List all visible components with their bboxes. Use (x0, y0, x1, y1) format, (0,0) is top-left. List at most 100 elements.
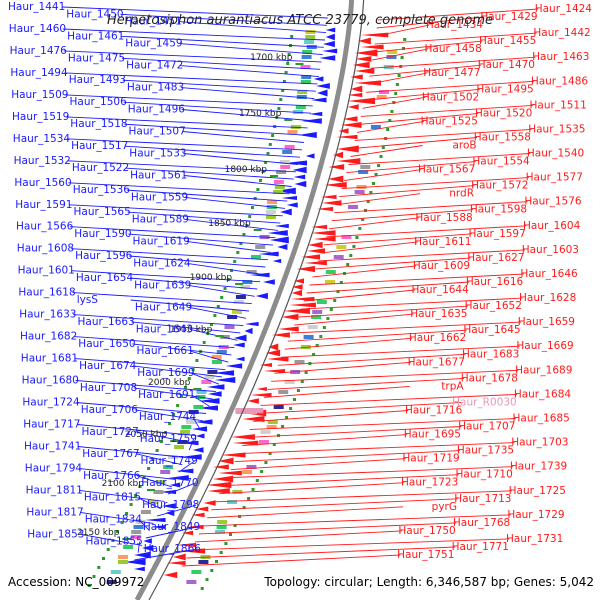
right-gene-label[interactable]: Haur_1520 (475, 107, 532, 119)
left-gene-label[interactable]: Haur_1533 (129, 148, 186, 160)
reverse-gene-arrow[interactable] (321, 200, 342, 206)
reverse-gene-arrow[interactable] (291, 289, 303, 297)
left-gene-label[interactable]: Haur_1741 (24, 441, 81, 453)
forward-gene-arrow[interactable] (292, 166, 307, 174)
reverse-gene-arrow[interactable] (333, 151, 344, 159)
left-gene-label[interactable]: Haur_1619 (133, 235, 190, 247)
right-gene-label[interactable]: Haur_1703 (511, 437, 568, 449)
reverse-gene-arrow[interactable] (313, 236, 336, 242)
left-gene-label[interactable]: Haur_1834 (85, 514, 143, 526)
right-gene-label[interactable]: Haur_1558 (474, 132, 531, 144)
forward-gene-arrow[interactable] (192, 426, 208, 432)
left-gene-label[interactable]: Haur_1494 (10, 67, 68, 79)
forward-gene-arrow[interactable] (198, 405, 218, 411)
right-gene-label[interactable]: Haur_1567 (418, 164, 475, 176)
forward-gene-arrow[interactable] (180, 454, 202, 460)
right-gene-label[interactable]: Haur_1577 (526, 172, 583, 184)
right-gene-label[interactable]: Haur_1463 (532, 51, 589, 63)
reverse-gene-arrow[interactable] (217, 457, 234, 465)
left-gene-label[interactable]: Haur_1699 (137, 367, 194, 379)
right-gene-label[interactable]: aroB (452, 140, 476, 152)
reverse-gene-arrow[interactable] (301, 254, 321, 260)
reverse-gene-arrow[interactable] (336, 145, 359, 153)
right-gene-label[interactable]: Haur_1604 (523, 220, 581, 232)
left-gene-label[interactable]: Haur_1649 (135, 301, 192, 313)
reverse-gene-arrow[interactable] (203, 500, 216, 506)
reverse-gene-arrow[interactable] (347, 92, 363, 98)
right-gene-label[interactable]: Haur_1470 (478, 59, 535, 71)
forward-gene-arrow[interactable] (277, 243, 288, 251)
forward-gene-arrow[interactable] (325, 33, 335, 41)
forward-gene-arrow[interactable] (225, 363, 243, 369)
reverse-gene-arrow[interactable] (242, 415, 265, 423)
left-gene-label[interactable]: Haur_1536 (73, 184, 131, 196)
right-gene-label[interactable]: Haur_1751 (397, 549, 454, 561)
left-gene-label[interactable]: Haur_1663 (78, 316, 135, 328)
right-gene-label[interactable]: Haur_1725 (509, 485, 566, 497)
left-gene-label[interactable]: Haur_1483 (127, 82, 184, 94)
reverse-gene-arrow[interactable] (320, 194, 337, 200)
left-gene-label[interactable]: Haur_1633 (19, 309, 76, 321)
reverse-gene-arrow[interactable] (281, 313, 299, 321)
left-gene-label[interactable]: Haur_1517 (71, 140, 128, 152)
forward-gene-arrow[interactable] (168, 475, 189, 481)
left-gene-label[interactable]: Haur_1798 (142, 499, 199, 511)
right-gene-label[interactable]: Haur_1627 (467, 252, 524, 264)
right-gene-label[interactable]: Haur_1735 (457, 445, 514, 457)
left-gene-label[interactable]: Haur_1566 (16, 221, 74, 233)
left-gene-label[interactable]: Haur_1472 (126, 60, 183, 72)
left-gene-label[interactable]: Haur_1601 (18, 265, 75, 277)
left-gene-label[interactable]: Haur_1706 (81, 404, 139, 416)
forward-gene-arrow[interactable] (144, 517, 166, 523)
right-gene-label[interactable]: Haur_1486 (531, 75, 589, 87)
forward-gene-arrow[interactable] (274, 223, 289, 229)
reverse-gene-arrow[interactable] (247, 398, 259, 404)
right-gene-label[interactable]: Haur_1603 (522, 244, 579, 256)
left-gene-label[interactable]: Haur_1770 (141, 477, 198, 489)
reverse-gene-arrow[interactable] (191, 512, 205, 518)
right-gene-label[interactable]: trpA (441, 380, 464, 392)
forward-gene-arrow[interactable] (233, 334, 247, 342)
reverse-gene-arrow[interactable] (267, 356, 289, 362)
left-gene-label[interactable]: Haur_1596 (75, 250, 133, 262)
forward-gene-arrow[interactable] (267, 230, 288, 236)
right-gene-label[interactable]: Haur_1424 (535, 3, 593, 15)
reverse-gene-arrow[interactable] (311, 224, 328, 230)
left-gene-label[interactable]: Haur_1717 (23, 419, 80, 431)
left-gene-label[interactable]: Haur_1591 (15, 199, 72, 211)
forward-gene-arrow[interactable] (206, 384, 225, 390)
forward-gene-arrow[interactable] (176, 468, 194, 474)
reverse-gene-arrow[interactable] (256, 386, 267, 392)
left-gene-label[interactable]: Haur_1589 (132, 213, 189, 225)
right-gene-label[interactable]: Haur_1442 (533, 27, 590, 39)
left-gene-label[interactable]: Haur_1654 (76, 272, 134, 284)
right-gene-label[interactable]: Haur_1659 (518, 316, 575, 328)
left-gene-label[interactable]: Haur_1708 (80, 382, 137, 394)
forward-gene-arrow[interactable] (232, 342, 245, 348)
forward-gene-arrow[interactable] (319, 55, 336, 61)
left-gene-label[interactable]: Haur_1534 (13, 133, 71, 145)
left-gene-label[interactable]: Haur_1691 (138, 389, 195, 401)
reverse-gene-arrow[interactable] (195, 506, 209, 512)
left-gene-label[interactable]: Haur_1461 (67, 30, 124, 42)
right-gene-label[interactable]: Haur_1429 (480, 11, 537, 23)
forward-gene-arrow[interactable] (133, 551, 151, 559)
reverse-gene-arrow[interactable] (343, 116, 358, 122)
left-gene-label[interactable]: Haur_1759 (140, 433, 197, 445)
left-gene-label[interactable]: Haur_1560 (14, 177, 71, 189)
forward-gene-arrow[interactable] (160, 489, 177, 495)
right-gene-label[interactable]: Haur_1768 (453, 517, 510, 529)
reverse-gene-arrow[interactable] (218, 470, 242, 476)
forward-gene-arrow[interactable] (195, 419, 213, 425)
left-gene-label[interactable]: Haur_1650 (78, 338, 135, 350)
reverse-gene-arrow[interactable] (350, 85, 363, 93)
left-gene-label[interactable]: Haur_1496 (128, 104, 186, 116)
left-gene-label[interactable]: Haur_1476 (10, 45, 68, 57)
left-gene-label[interactable]: Haur_1475 (68, 52, 125, 64)
forward-gene-arrow[interactable] (262, 279, 275, 285)
left-gene-label[interactable]: Haur_1624 (133, 257, 191, 269)
left-gene-label[interactable]: Haur_1519 (12, 111, 69, 123)
forward-gene-arrow[interactable] (269, 236, 289, 244)
rrna-feature-highlight[interactable] (235, 408, 264, 414)
forward-gene-arrow[interactable] (198, 398, 220, 404)
